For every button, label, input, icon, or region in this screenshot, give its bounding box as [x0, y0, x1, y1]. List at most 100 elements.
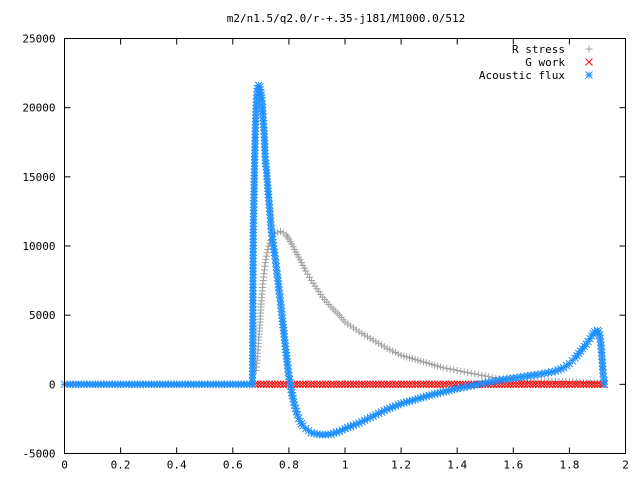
x-tick-label: 0.6 — [223, 459, 243, 472]
data-point — [262, 380, 271, 389]
data-point — [276, 380, 285, 389]
data-point — [321, 380, 330, 389]
data-point — [551, 380, 560, 389]
data-point — [425, 380, 434, 389]
data-point — [582, 380, 591, 389]
data-point — [355, 380, 363, 389]
data-point — [467, 369, 475, 377]
y-tick-label: 10000 — [22, 240, 55, 253]
data-point — [263, 249, 271, 257]
data-point — [568, 380, 577, 389]
x-tick-label: 1.8 — [559, 459, 579, 472]
data-point — [579, 380, 588, 389]
data-point — [571, 380, 579, 389]
data-point — [262, 255, 270, 263]
data-point — [436, 380, 445, 389]
data-point — [464, 369, 472, 377]
data-point — [397, 380, 405, 389]
y-tick-label: 0 — [49, 378, 56, 391]
legend-marker — [585, 58, 593, 66]
data-point — [509, 380, 518, 389]
data-point — [338, 380, 347, 389]
data-point — [587, 380, 596, 389]
data-point — [271, 380, 279, 389]
data-point — [296, 380, 304, 389]
data-point — [259, 380, 268, 389]
data-point — [304, 270, 312, 278]
data-point — [414, 380, 422, 389]
data-point — [545, 380, 554, 389]
data-point — [335, 380, 344, 389]
data-point — [573, 380, 582, 389]
data-point — [293, 380, 302, 389]
data-point — [313, 380, 321, 389]
data-point — [304, 380, 313, 389]
series-r-stress — [252, 227, 607, 388]
data-point — [422, 380, 431, 389]
data-point — [299, 380, 307, 389]
data-point — [343, 380, 352, 389]
data-point — [446, 365, 454, 373]
data-point — [453, 367, 461, 374]
data-point — [439, 364, 447, 372]
data-point — [443, 364, 451, 372]
data-point — [460, 368, 468, 376]
axes: 0 0.2 0.4 0.6 0.8 1 1.2 1.4 1.6 1.8 2 -5000 0 5000 100… — [22, 33, 628, 472]
data-point — [324, 380, 333, 389]
data-point — [268, 380, 276, 389]
x-tick-label: 0.2 — [111, 459, 131, 472]
legend-label: R stress — [512, 43, 565, 56]
data-point — [512, 380, 520, 389]
series-g-work — [251, 380, 607, 389]
data-point — [590, 380, 599, 389]
data-point — [523, 380, 532, 389]
chart-title: m2/n1.5/q2.0/r-+.35-j181/M1000.0/512 — [227, 12, 465, 25]
data-point — [391, 380, 400, 389]
data-point — [256, 380, 265, 389]
data-point — [593, 380, 602, 389]
data-point — [600, 380, 609, 389]
data-point — [457, 367, 465, 375]
data-point — [402, 380, 411, 389]
data-point — [543, 380, 551, 389]
data-point — [352, 380, 361, 389]
data-point — [585, 380, 593, 389]
data-point — [534, 380, 543, 389]
data-point — [305, 273, 313, 281]
data-point — [388, 380, 397, 389]
data-point — [273, 380, 282, 389]
legend-marker — [585, 71, 593, 79]
data-point — [346, 380, 355, 389]
x-tick-label: 1.2 — [391, 459, 411, 472]
data-point — [332, 380, 341, 389]
data-point — [515, 380, 523, 389]
data-point — [374, 380, 383, 389]
data-point — [301, 380, 310, 389]
data-layer — [60, 81, 609, 439]
data-point — [526, 380, 534, 389]
data-point — [416, 380, 425, 389]
data-point — [433, 380, 442, 389]
data-point — [318, 380, 327, 389]
y-tick-label: -5000 — [22, 448, 55, 461]
data-point — [315, 380, 324, 389]
y-tick-label: 15000 — [22, 171, 55, 184]
data-point — [529, 380, 537, 389]
legend-label: G work — [525, 56, 565, 69]
data-point — [360, 380, 369, 389]
y-tick-label: 20000 — [22, 102, 55, 115]
data-point — [439, 380, 448, 389]
data-point — [279, 380, 288, 389]
data-point — [341, 380, 349, 389]
data-point — [369, 380, 377, 389]
data-point — [565, 380, 574, 389]
data-point — [310, 380, 318, 389]
data-point — [481, 372, 489, 380]
data-point — [254, 380, 262, 389]
series-acoustic-flux — [60, 81, 609, 439]
data-point — [474, 371, 482, 379]
data-point — [400, 380, 408, 389]
data-point — [478, 371, 486, 379]
